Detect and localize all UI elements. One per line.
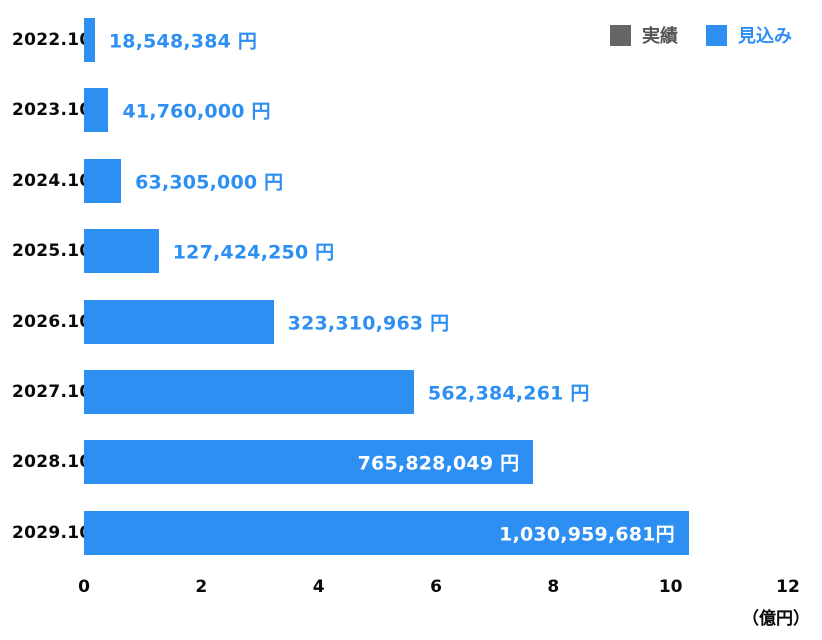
x-axis-tick: 4 — [312, 577, 325, 597]
x-axis-tick: 2 — [195, 577, 208, 597]
value-label: 1,030,959,681円 — [499, 523, 675, 546]
forecast-bar — [84, 510, 689, 555]
value-label: 562,384,261 円 — [427, 382, 590, 405]
value-label: 18,548,384 円 — [108, 30, 258, 53]
forecast-bar — [84, 299, 274, 344]
chart-row: 2026.10 323,310,963 円 — [0, 287, 822, 357]
forecast-bar — [84, 18, 95, 62]
category-label: 2024.10 — [12, 170, 92, 191]
category-label: 2025.10 — [12, 241, 92, 262]
category-label: 2026.10 — [12, 311, 92, 332]
forecast-bar — [84, 440, 534, 485]
legend-label-forecast: 見込み — [738, 26, 792, 47]
category-label: 2023.10 — [12, 100, 92, 121]
value-label: 41,760,000 円 — [122, 100, 271, 123]
value-label: 63,305,000 円 — [135, 171, 284, 194]
legend-item-actual: 実績 — [610, 22, 678, 48]
chart-row: 2025.10 127,424,250 円 — [0, 216, 822, 286]
chart-row: 2028.10 765,828,049 円 — [0, 427, 822, 497]
x-axis-tick: 8 — [547, 577, 560, 597]
chart-row: 2022.10 18,548,384 円 — [0, 5, 822, 75]
category-label: 2028.10 — [12, 452, 92, 473]
category-label: 2027.10 — [12, 382, 92, 402]
legend-swatch-forecast — [706, 24, 727, 46]
forecast-bar — [84, 88, 109, 133]
value-label: 323,310,963 円 — [287, 312, 450, 335]
x-axis-tick: 10 — [658, 577, 683, 597]
forecast-bar — [84, 370, 414, 414]
chart-row: 2027.10 562,384,261 円 — [0, 357, 822, 427]
legend-label-actual: 実績 — [642, 26, 678, 47]
x-axis-tick: 12 — [776, 577, 800, 597]
category-label: 2029.10 — [12, 522, 92, 543]
legend-swatch-actual — [610, 24, 631, 46]
x-axis-unit-label: （億円） — [742, 609, 810, 629]
forecast-bar — [84, 229, 159, 274]
value-label: 127,424,250 円 — [172, 241, 335, 264]
x-axis-tick: 0 — [78, 577, 90, 597]
chart-row: 2029.10 1,030,959,681円 — [0, 498, 822, 568]
legend-item-forecast: 見込み — [706, 22, 792, 48]
value-label: 765,828,049 円 — [357, 452, 520, 475]
chart-row: 2024.10 63,305,000 円 — [0, 146, 822, 216]
chart-legend: 実績 見込み — [610, 22, 792, 48]
chart-row: 2023.10 41,760,000 円 — [0, 75, 822, 145]
x-axis-tick: 6 — [430, 577, 442, 597]
category-label: 2022.10 — [12, 30, 92, 50]
forecast-bar — [84, 158, 122, 203]
